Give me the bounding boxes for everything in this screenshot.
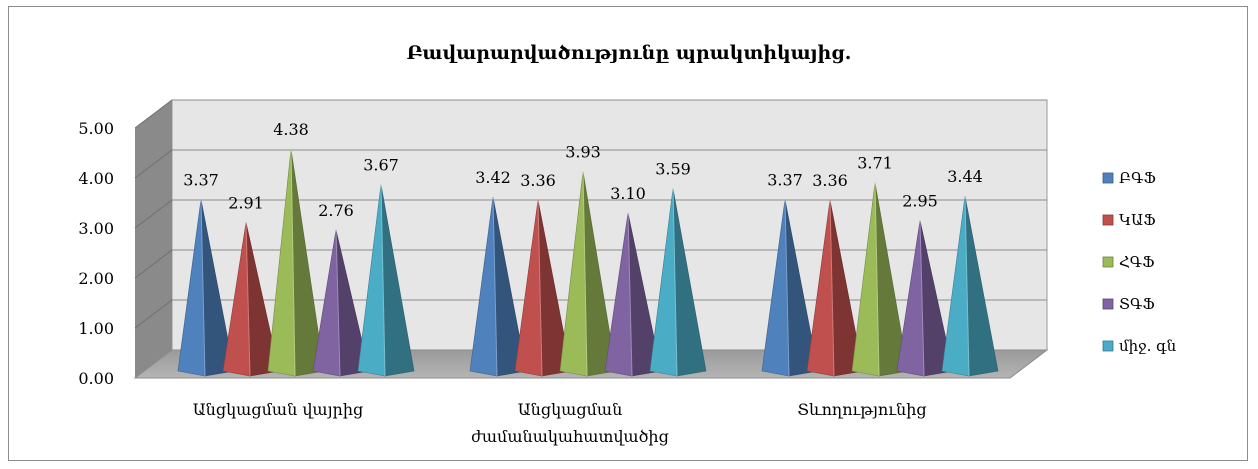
pyramid-ԲԳՖ-0 <box>177 199 235 377</box>
pyramid-ՀԳՖ-1 <box>559 171 617 377</box>
legend-label: ՏԳՖ <box>1119 295 1155 313</box>
legend-label: ՀԳՖ <box>1119 253 1155 271</box>
x-category-label: Տևողությունից <box>797 400 926 419</box>
y-axis-ticks: 0.00 1.00 2.00 3.00 4.00 5.00 <box>78 119 114 388</box>
pyramid-edge <box>672 188 678 377</box>
pyramid-միջ. գն-1 <box>649 188 707 377</box>
legend-swatch <box>1102 340 1114 352</box>
pyramid-ՀԳՖ-2 <box>851 182 909 377</box>
gridline-side <box>134 99 173 129</box>
data-label: 3.44 <box>947 167 983 186</box>
data-label: 2.91 <box>228 194 264 213</box>
y-tick-label: 0.00 <box>78 369 114 388</box>
legend-swatch <box>1102 298 1114 310</box>
data-label: 3.71 <box>857 154 893 173</box>
legend-label: միջ. գն <box>1119 337 1177 355</box>
side-wall <box>135 100 172 378</box>
pyramid-ԿԱՖ-1 <box>514 199 572 377</box>
legend: ԲԳՖ ԿԱՖ ՀԳՖ ՏԳՖ միջ. գն <box>1102 169 1177 355</box>
data-label: 2.76 <box>318 201 354 220</box>
y-tick-label: 3.00 <box>78 219 114 238</box>
pyramid-edge <box>964 195 970 377</box>
pyramid-ԿԱՖ-2 <box>806 199 864 377</box>
data-label: 3.59 <box>655 160 691 179</box>
data-label: 3.36 <box>812 171 848 190</box>
data-label: 3.37 <box>183 171 219 190</box>
pyramid-միջ. գն-0 <box>357 184 415 377</box>
legend-swatch <box>1102 172 1114 184</box>
data-label: 3.10 <box>610 184 646 203</box>
legend-swatch <box>1102 256 1114 268</box>
legend-entry: ԿԱՖ <box>1102 211 1156 229</box>
y-tick-label: 4.00 <box>78 169 114 188</box>
pyramid-edge <box>537 199 543 377</box>
x-axis-categories: Անցկացման վայրից Անցկացման ժամանակահատվածի… <box>193 400 927 446</box>
legend-label: ԿԱՖ <box>1119 211 1156 229</box>
data-label: 3.93 <box>565 143 601 162</box>
legend-swatch <box>1102 214 1114 226</box>
gridline-side <box>134 299 173 329</box>
gridlines <box>134 99 1047 329</box>
pyramid-edge <box>335 229 341 377</box>
pyramid-edge <box>380 184 386 377</box>
pyramid-ԲԳՖ-2 <box>761 199 819 377</box>
legend-label: ԲԳՖ <box>1119 169 1156 187</box>
pyramid-edge <box>874 182 880 377</box>
data-label: 4.38 <box>273 120 309 139</box>
x-category-label: ժամանակահատվածից <box>471 427 669 446</box>
data-label: 3.67 <box>363 156 399 175</box>
pyramid-ՏԳՖ-1 <box>604 212 662 377</box>
pyramid-edge <box>919 220 925 377</box>
pyramid-edge <box>627 212 633 377</box>
x-category-label: Անցկացման <box>518 400 623 419</box>
data-label: 3.37 <box>767 171 803 190</box>
gridline-side <box>134 249 173 279</box>
pyramid-ՀԳՖ-0 <box>267 148 325 377</box>
y-tick-label: 1.00 <box>78 319 114 338</box>
pyramid-ՏԳՖ-0 <box>312 229 370 377</box>
gridline-side <box>134 199 173 229</box>
pyramid-edge <box>582 171 588 377</box>
legend-entry: ՏԳՖ <box>1102 295 1155 313</box>
pyramid-միջ. գն-2 <box>941 195 999 377</box>
pyramid-edge <box>784 199 790 377</box>
y-tick-label: 2.00 <box>78 269 114 288</box>
data-label: 3.36 <box>520 171 556 190</box>
data-label: 2.95 <box>902 192 938 211</box>
pyramid-ՏԳՖ-2 <box>896 220 954 377</box>
pyramid-edge <box>492 196 498 377</box>
gridline-side <box>134 149 173 179</box>
pyramid-edge <box>829 199 835 377</box>
pyramid-edge <box>200 199 206 377</box>
data-labels: 3.37 2.91 4.38 2.76 3.67 3.42 3.36 3.93 3.10 3.59… <box>183 120 983 220</box>
legend-entry: ԲԳՖ <box>1102 169 1156 187</box>
legend-entry: միջ. գն <box>1102 337 1177 355</box>
pyramid-edge <box>290 148 296 377</box>
pyramid-edge <box>245 222 251 377</box>
data-label: 3.42 <box>475 168 511 187</box>
legend-entry: ՀԳՖ <box>1102 253 1155 271</box>
chart-title: Բավարարվածությունը պրակտիկայից. <box>407 42 852 64</box>
y-tick-label: 5.00 <box>78 119 114 138</box>
x-category-label: Անցկացման վայրից <box>193 400 364 419</box>
pyramid-ԲԳՖ-1 <box>469 196 527 377</box>
pyramid-ԿԱՖ-0 <box>222 222 280 377</box>
data-pyramids <box>177 148 999 377</box>
